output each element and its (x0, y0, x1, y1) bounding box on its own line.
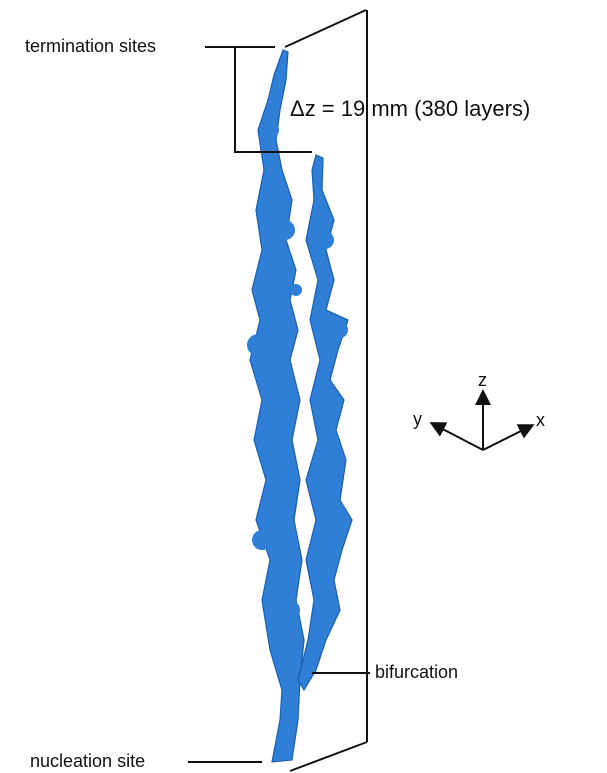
termination-label: termination sites (25, 36, 156, 56)
axis-y: y (413, 409, 422, 429)
bifurcation-label: bifurcation (375, 662, 458, 682)
axis-x: x (536, 410, 545, 430)
termination-callout: termination sites (25, 36, 312, 153)
axes-triad: z y x (413, 370, 545, 451)
height-label: Δz = 19 mm (380 layers) (290, 96, 530, 121)
nucleation-label: nucleation site (30, 751, 145, 771)
axis-z: z (478, 370, 487, 390)
dendrite (247, 49, 353, 763)
bounding-frame (284, 9, 368, 772)
